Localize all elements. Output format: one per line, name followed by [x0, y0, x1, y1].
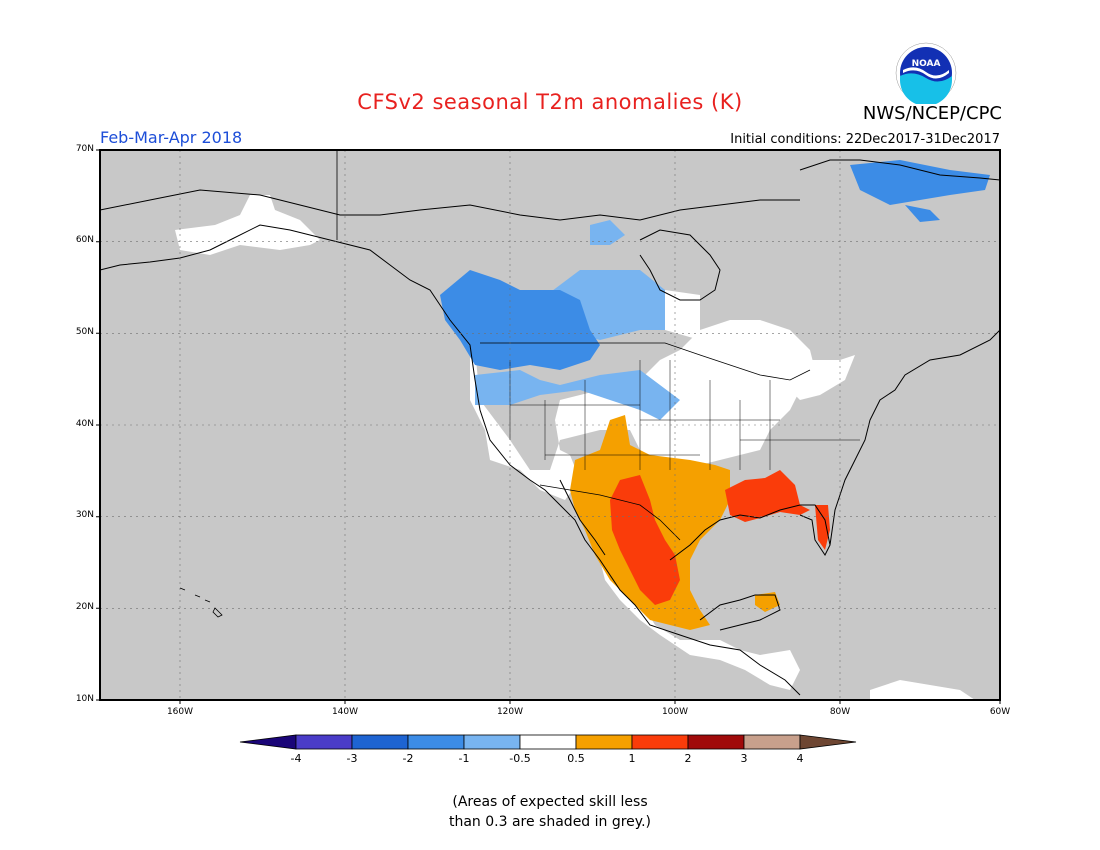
- lat-label: 50N: [75, 327, 94, 337]
- us-mexico-border: [539, 484, 681, 541]
- coastline-yucatan: [699, 594, 781, 631]
- cool-anomaly-medium: [440, 270, 600, 370]
- coastline-baja: [559, 479, 606, 556]
- axis-ticks: [96, 149, 1001, 704]
- colorbar-tick-label: -2: [402, 752, 414, 765]
- lat-label: 40N: [75, 419, 94, 429]
- lon-label: 160W: [166, 707, 194, 717]
- coastline-hudson: [639, 229, 721, 301]
- lat-label: 60N: [75, 235, 94, 245]
- logo-text: NOAA: [912, 59, 941, 69]
- warm-anomaly-orange-yucatan: [755, 592, 780, 612]
- colorbar-segment: [351, 734, 409, 750]
- warm-anomaly-orange: [570, 415, 730, 630]
- coastline-greenland: [799, 159, 1001, 181]
- colorbar-tick-label: 3: [740, 752, 748, 765]
- colorbar-arrow-high: [799, 734, 857, 750]
- coastline-gulf: [669, 504, 831, 561]
- lon-label: 60W: [989, 707, 1011, 717]
- noaa-logo-icon: NOAA: [895, 42, 957, 104]
- colorbar-tick-label: -0.5: [509, 752, 531, 765]
- colorbar-tick-label: 2: [684, 752, 692, 765]
- colorbar-tick-label: -3: [346, 752, 358, 765]
- coastline-arctic: [99, 189, 800, 221]
- neutral-area-caribbean: [870, 680, 975, 700]
- warm-anomaly-red-mexico: [610, 475, 680, 605]
- coastline-east: [829, 329, 1001, 546]
- chart-title: CFSv2 seasonal T2m anomalies (K): [357, 90, 743, 114]
- colorbar-segment: [519, 734, 577, 750]
- lon-label: 80W: [829, 707, 851, 717]
- grid-lines: [100, 150, 1000, 700]
- coastline-west: [99, 224, 801, 696]
- colorbar-arrow-low: [239, 734, 297, 750]
- colorbar-tick-label: 1: [628, 752, 636, 765]
- colorbar-segment: [631, 734, 689, 750]
- colorbar-tick-label: 0.5: [567, 752, 585, 765]
- forecast-period: Feb-Mar-Apr 2018: [100, 128, 243, 147]
- lon-label: 120W: [496, 707, 524, 717]
- coastlines: [99, 159, 1001, 696]
- anomaly-shading: [175, 160, 990, 700]
- colorbar-segment: [687, 734, 745, 750]
- warm-anomaly-red-southeast: [725, 470, 810, 522]
- lon-label: 100W: [661, 707, 689, 717]
- initial-conditions: Initial conditions: 22Dec2017-31Dec2017: [730, 132, 1000, 147]
- political-boundaries: [336, 150, 860, 541]
- cool-anomaly-greenland-2: [905, 205, 940, 222]
- colorbar-segment: [743, 734, 801, 750]
- lat-label: 30N: [75, 510, 94, 520]
- colorbar-tick-label: -4: [290, 752, 302, 765]
- colorbar: [239, 734, 857, 750]
- us-canada-border: [480, 342, 811, 381]
- colorbar-segment: [295, 734, 353, 750]
- cool-anomaly-light-3: [590, 220, 625, 245]
- cool-anomaly-light: [540, 270, 665, 340]
- agency-label: NWS/NCEP/CPC: [862, 103, 1002, 124]
- cool-anomaly-greenland: [850, 160, 990, 205]
- colorbar-segment: [463, 734, 521, 750]
- hawaii-islands: [179, 587, 223, 618]
- neutral-area-canada-e: [665, 290, 855, 400]
- skill-note-line2: than 0.3 are shaded in grey.): [448, 814, 651, 830]
- colorbar-segment: [575, 734, 633, 750]
- neutral-area-us: [470, 300, 815, 500]
- lat-label: 10N: [75, 694, 94, 704]
- lon-label: 140W: [331, 707, 359, 717]
- map-frame: [99, 149, 1001, 701]
- skill-note: (Areas of expected skill less than 0.3 a…: [0, 792, 1100, 832]
- colorbar-tick-label: -1: [458, 752, 470, 765]
- colorbar-tick-label: 4: [796, 752, 804, 765]
- neutral-area-mexico: [600, 560, 800, 690]
- lat-label: 70N: [75, 144, 94, 154]
- warm-anomaly-red-florida: [815, 505, 830, 550]
- neutral-area-alaska: [175, 195, 320, 255]
- colorbar-segment: [407, 734, 465, 750]
- cool-anomaly-light-2: [475, 370, 680, 420]
- state-lines: [509, 360, 860, 470]
- map-background: [100, 150, 1000, 700]
- lat-label: 20N: [75, 602, 94, 612]
- skill-note-line1: (Areas of expected skill less: [452, 794, 648, 810]
